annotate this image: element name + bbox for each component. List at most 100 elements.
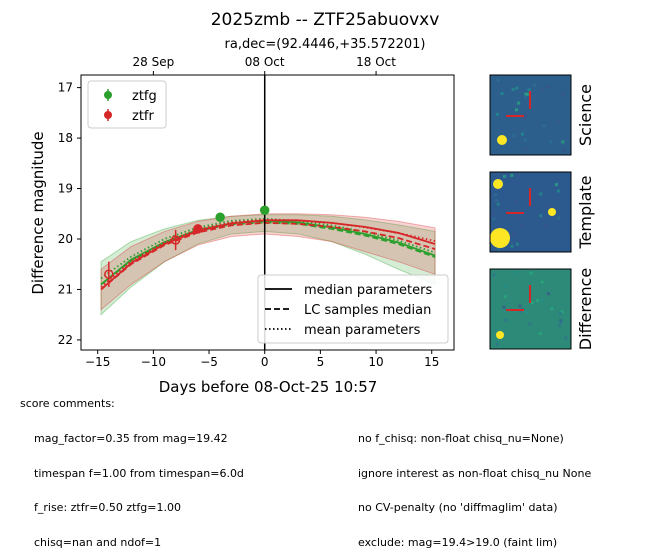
- stamp-noise: [512, 232, 516, 236]
- top-tick-label: 28 Sep: [133, 55, 175, 69]
- stamp-noise: [561, 140, 565, 144]
- stamp-noise: [556, 189, 560, 193]
- comment-line: exclude: mag=19.4>19.0 (faint lim): [358, 535, 558, 549]
- y-tick-label: 19: [58, 182, 73, 196]
- stamp-noise: [516, 242, 520, 246]
- stamp-noise: [540, 280, 544, 284]
- y-tick-label: 20: [58, 232, 73, 246]
- ztfr-data-point: [170, 235, 181, 245]
- stamp-difference: Difference: [489, 268, 595, 350]
- stamp-noise: [517, 101, 521, 105]
- y-tick-label: 21: [58, 282, 73, 296]
- chart-title: 2025zmb -- ZTF25abuovxv: [211, 10, 440, 30]
- legend-label: ztfr: [132, 109, 154, 124]
- stamp-noise: [528, 322, 532, 326]
- stamp-star: [548, 208, 556, 216]
- stamp-noise: [550, 307, 554, 311]
- stamp-noise: [536, 299, 540, 303]
- ztfr-data-point: [193, 224, 203, 234]
- stamp-noise: [541, 87, 545, 91]
- y-tick-label: 17: [58, 81, 73, 95]
- y-tick-label: 22: [58, 333, 73, 347]
- score-comments-header: score comments:: [20, 397, 115, 410]
- x-tick-label: 5: [317, 355, 325, 369]
- score-comments-right: no f_chisq: non-float chisq_nu=None) ign…: [358, 410, 591, 560]
- stamp-artifact: [496, 331, 504, 339]
- stamp-noise: [564, 336, 568, 340]
- stamp-noise: [542, 124, 546, 128]
- band-legend: ztfg ztfr: [87, 80, 167, 129]
- stamp-noise: [492, 273, 496, 277]
- stamp-noise: [511, 87, 515, 91]
- score-comments-left: mag_factor=0.35 from mag=19.42 timespan …: [34, 410, 244, 560]
- stamp-frame: [489, 268, 572, 350]
- stamp-noise: [495, 112, 499, 116]
- stamp-noise: [492, 217, 496, 221]
- stamp-noise: [502, 174, 506, 178]
- stamp-noise: [511, 134, 515, 138]
- stamp-noise: [502, 172, 506, 176]
- stamp-noise: [496, 202, 500, 206]
- stamp-science: Science: [489, 74, 595, 156]
- stamp-noise: [526, 92, 530, 96]
- stamp-noise: [496, 247, 500, 251]
- stamp-noise: [520, 132, 524, 136]
- y-tick-label: 18: [58, 131, 73, 145]
- stamp-noise: [502, 284, 506, 288]
- comment-line: mag_factor=0.35 from mag=19.42: [34, 432, 228, 445]
- ztfr-data-point: [104, 269, 114, 280]
- stamp-noise: [557, 119, 561, 123]
- stamp-noise: [494, 199, 498, 203]
- stamp-noise: [515, 86, 519, 90]
- stamp-noise: [496, 78, 500, 82]
- stamp-noise: [557, 216, 561, 220]
- ztfg-data-point: [215, 212, 225, 223]
- x-axis-label: Days before 08-Oct-25 10:57: [159, 378, 378, 396]
- stamp-noise: [560, 310, 564, 314]
- stamp-noise: [500, 92, 504, 96]
- stamp-noise: [561, 93, 565, 97]
- comment-line: no f_chisq: non-float chisq_nu=None): [358, 432, 564, 445]
- stamp-frame: [489, 74, 572, 156]
- stamp-noise: [533, 83, 537, 87]
- stamp-noise: [544, 225, 548, 229]
- stamp-noise: [522, 116, 526, 120]
- stamp-template: Template: [489, 171, 595, 253]
- stamp-label: Difference: [576, 268, 595, 350]
- axes-frame: [80, 74, 455, 351]
- chart-subtitle: ra,dec=(92.4446,+35.572201): [225, 37, 426, 52]
- stamp-noise: [526, 203, 530, 207]
- stamp-noise: [554, 183, 558, 187]
- stamp-noise: [494, 193, 498, 197]
- x-tick-label: 10: [368, 355, 383, 369]
- stamp-noise: [529, 271, 533, 275]
- legend-label: LC samples median: [304, 303, 431, 318]
- stamp-noise: [539, 214, 543, 218]
- top-tick-label: 18 Oct: [356, 55, 396, 69]
- stamp-noise: [502, 305, 506, 309]
- stamp-noise: [530, 301, 534, 305]
- stamp-noise: [562, 148, 566, 152]
- stamp-noise: [525, 311, 529, 315]
- stamp-noise: [510, 173, 514, 177]
- stamp-noise: [557, 323, 561, 327]
- stamp-noise: [491, 212, 495, 216]
- comment-line: no CV-penalty (no 'diffmaglim' data): [358, 501, 558, 514]
- legend-label: mean parameters: [304, 323, 421, 338]
- stamp-label: Science: [576, 84, 595, 146]
- stamp-noise: [524, 113, 528, 117]
- comment-line: ignore interest as non-float chisq_nu No…: [358, 466, 592, 480]
- x-tick-label: −10: [141, 355, 166, 369]
- stamp-noise: [524, 92, 528, 96]
- stamp-star: [490, 228, 510, 248]
- stamp-star: [493, 179, 503, 189]
- stamp-noise: [540, 298, 544, 302]
- figure: 2025zmb -- ZTF25abuovxv ra,dec=(92.4446,…: [29, 10, 595, 396]
- x-tick-label: −15: [85, 355, 110, 369]
- stamp-noise: [519, 310, 523, 314]
- stamp-noise: [518, 304, 522, 308]
- x-tick-label: 15: [424, 355, 439, 369]
- stamp-noise: [538, 332, 542, 336]
- stamp-noise: [503, 295, 507, 299]
- stamp-noise: [559, 320, 563, 324]
